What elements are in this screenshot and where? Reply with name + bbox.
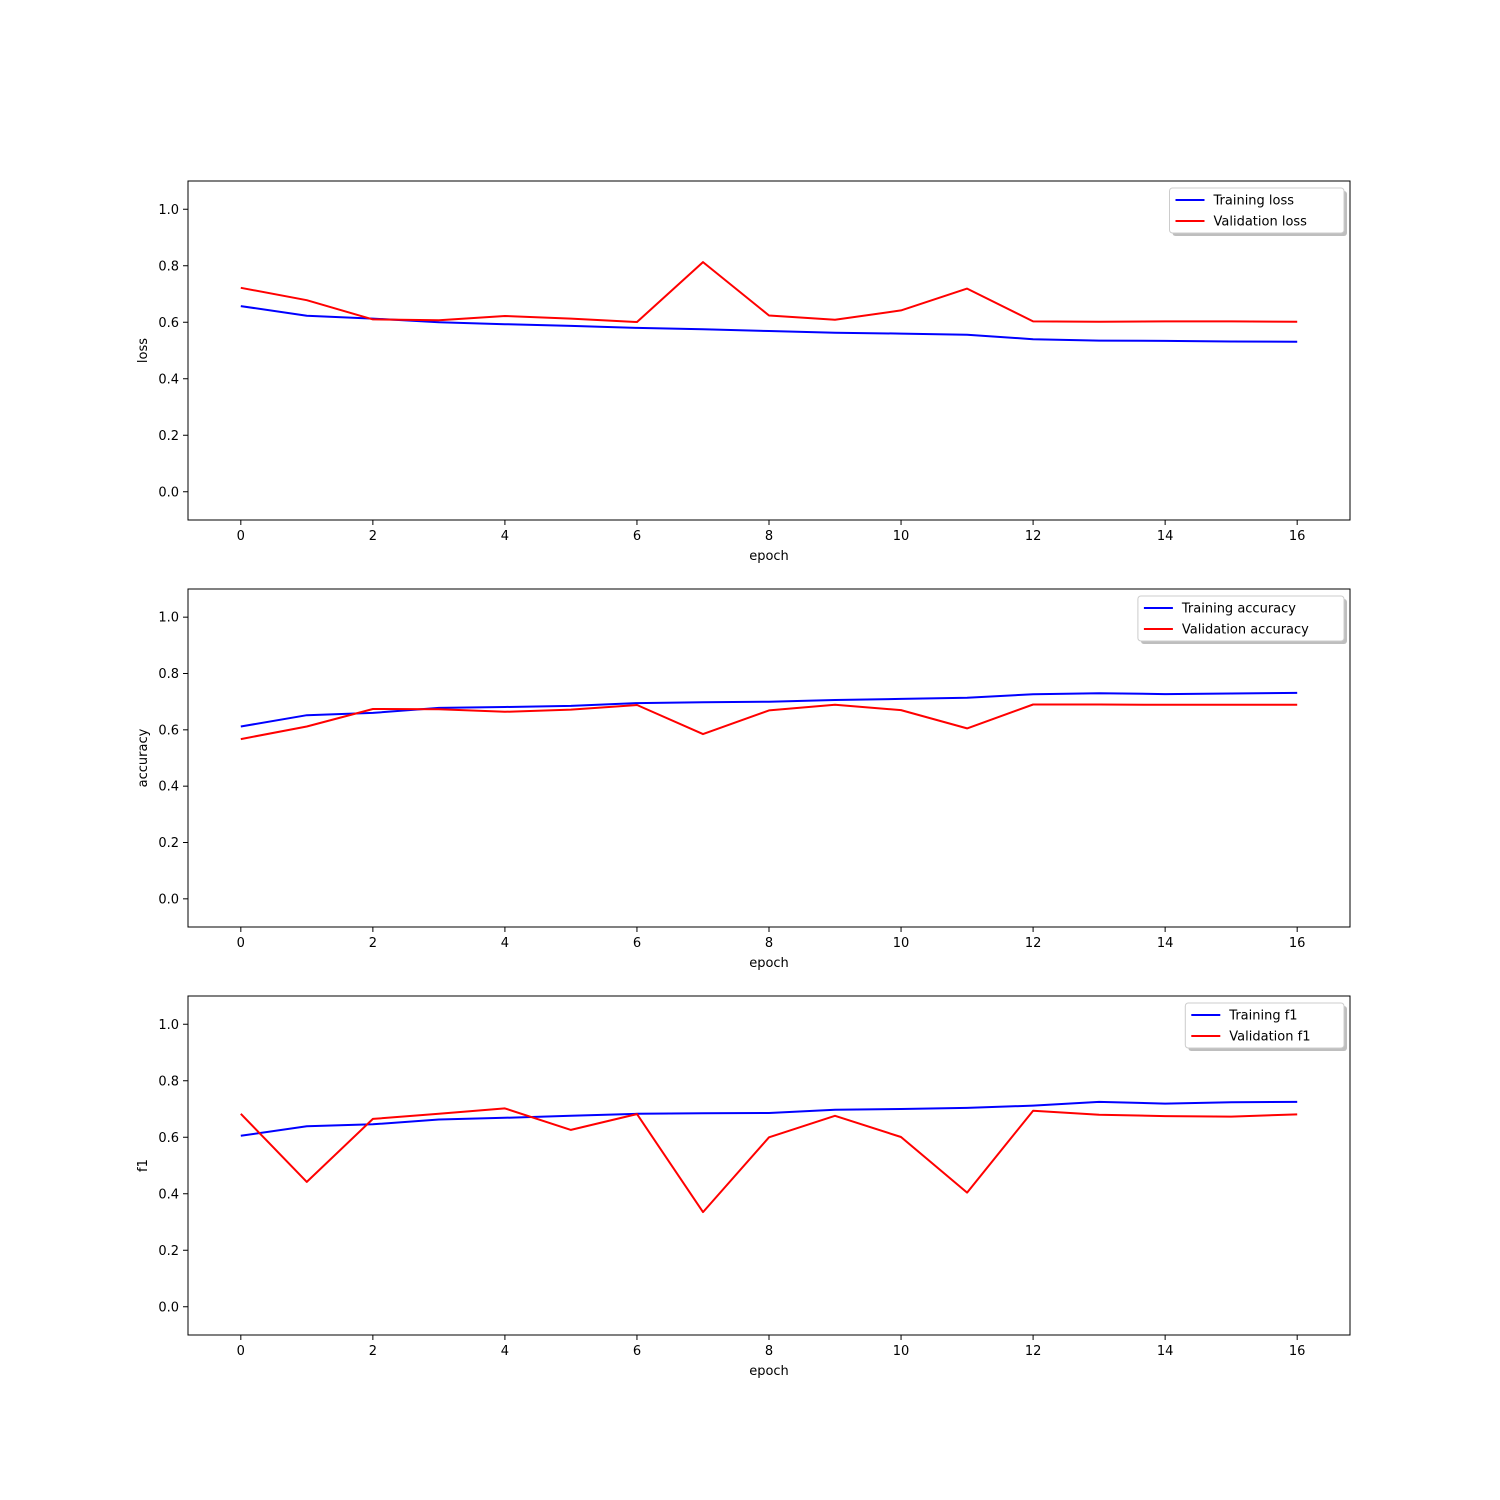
x-axis-label: epoch (749, 956, 789, 971)
y-tick-label: 1.0 (158, 203, 179, 218)
legend-box (1137, 595, 1345, 642)
x-tick-label: 6 (633, 1344, 641, 1359)
y-tick-label: 0.0 (158, 485, 179, 500)
series-line-0 (240, 1100, 1298, 1137)
x-tick-label: 12 (1025, 1344, 1042, 1359)
x-tick-label: 16 (1289, 1344, 1306, 1359)
x-tick-label: 16 (1289, 529, 1306, 544)
x-tick-label: 0 (237, 936, 245, 951)
x-axis-label: epoch (749, 549, 789, 564)
y-tick-label: 1.0 (158, 611, 179, 626)
y-tick-label: 0.2 (158, 1244, 179, 1259)
y-axis-label: f1 (136, 1159, 151, 1172)
y-tick-label: 0.4 (158, 1187, 179, 1202)
y-tick-label: 0.6 (158, 723, 179, 738)
y-tick-label: 0.8 (158, 259, 179, 274)
legend-label-0: Training f1 (1228, 1009, 1297, 1024)
x-tick-label: 6 (633, 936, 641, 951)
y-tick-label: 0.2 (158, 836, 179, 851)
y-axis-label: accuracy (136, 728, 151, 787)
x-tick-label: 8 (765, 936, 773, 951)
legend-label-0: Training accuracy (1181, 602, 1296, 617)
legend-label-1: Validation f1 (1229, 1030, 1310, 1045)
x-tick-label: 10 (893, 1344, 910, 1359)
x-tick-label: 4 (501, 936, 509, 951)
x-tick-label: 4 (501, 529, 509, 544)
y-tick-label: 1.0 (158, 1018, 179, 1033)
y-tick-label: 0.8 (158, 667, 179, 682)
legend-label-1: Validation accuracy (1182, 623, 1309, 638)
x-tick-label: 8 (765, 529, 773, 544)
legend-label-0: Training loss (1213, 194, 1295, 209)
y-tick-label: 0.6 (158, 1131, 179, 1146)
x-tick-label: 16 (1289, 936, 1306, 951)
x-tick-label: 12 (1025, 529, 1042, 544)
x-tick-label: 2 (369, 1344, 377, 1359)
series-line-0 (240, 305, 1298, 343)
legend: Training accuracy Validation accuracy (1137, 595, 1347, 644)
x-tick-label: 4 (501, 1344, 509, 1359)
legend-label-1: Validation loss (1214, 215, 1308, 230)
x-tick-label: 10 (893, 529, 910, 544)
chart-panel-1: 0 2 4 6 8 10 12 14 16 0.0 0.2 0.4 0.6 0.8 1.0 epoch accu… (136, 588, 1351, 971)
y-tick-label: 0.2 (158, 429, 179, 444)
chart-panel-0: 0 2 4 6 8 10 12 14 16 0.0 0.2 0.4 0.6 0.8 1.0 epoch loss… (136, 180, 1351, 564)
x-tick-label: 2 (369, 936, 377, 951)
legend-box (1169, 187, 1345, 234)
x-tick-label: 14 (1157, 529, 1174, 544)
x-axis-label: epoch (749, 1364, 789, 1379)
x-tick-label: 0 (237, 529, 245, 544)
y-tick-label: 0.6 (158, 316, 179, 331)
x-tick-label: 0 (237, 1344, 245, 1359)
series-line-1 (240, 703, 1298, 741)
x-tick-label: 10 (893, 936, 910, 951)
legend: Training f1 Validation f1 (1184, 1002, 1347, 1051)
x-tick-label: 12 (1025, 936, 1042, 951)
y-tick-label: 0.0 (158, 1300, 179, 1315)
legend-box (1184, 1002, 1345, 1049)
x-tick-label: 6 (633, 529, 641, 544)
y-tick-label: 0.4 (158, 780, 179, 795)
x-tick-label: 8 (765, 1344, 773, 1359)
y-tick-label: 0.4 (158, 372, 179, 387)
x-tick-label: 2 (369, 529, 377, 544)
y-tick-label: 0.0 (158, 892, 179, 907)
series-line-1 (240, 1107, 1298, 1214)
series-line-1 (240, 261, 1298, 323)
chart-panel-2: 0 2 4 6 8 10 12 14 16 0.0 0.2 0.4 0.6 0.8 1.0 epoch f1 Tr… (136, 995, 1351, 1379)
legend: Training loss Validation loss (1169, 187, 1347, 236)
y-tick-label: 0.8 (158, 1074, 179, 1089)
x-tick-label: 14 (1157, 1344, 1174, 1359)
y-axis-label: loss (136, 338, 151, 363)
x-tick-label: 14 (1157, 936, 1174, 951)
